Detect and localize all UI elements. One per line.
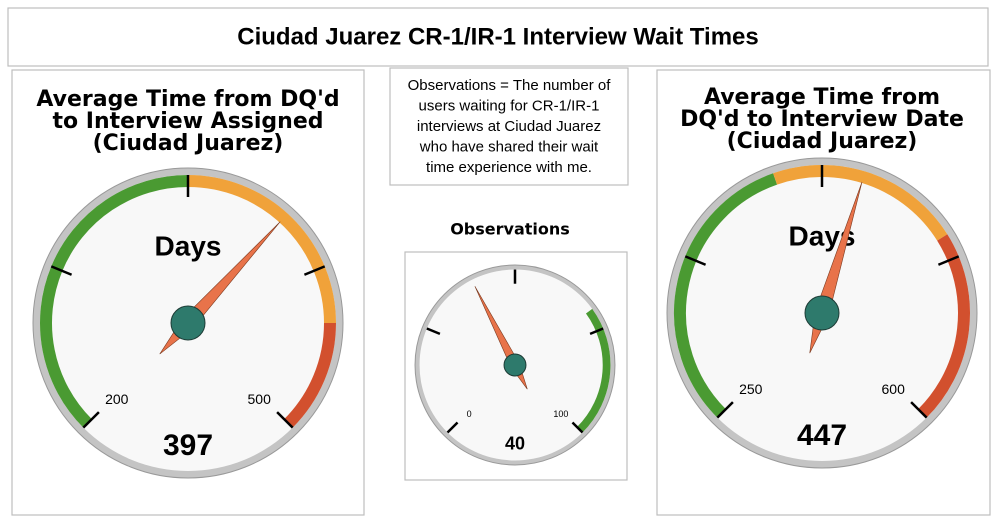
gauge-end-label: 500 bbox=[248, 391, 272, 407]
gauge-title: to Interview Assigned bbox=[52, 109, 323, 134]
gauge-end-label: 0 bbox=[467, 409, 472, 419]
gauge-value: 447 bbox=[797, 419, 847, 452]
gauge-tick bbox=[276, 411, 294, 429]
note-line: time experience with me. bbox=[426, 159, 592, 176]
note-line: interviews at Ciudad Juarez bbox=[417, 118, 601, 135]
note-line: who have shared their wait bbox=[419, 138, 599, 155]
gauge-end-label: 600 bbox=[882, 381, 906, 397]
gauge-end-label: 250 bbox=[739, 381, 763, 397]
gauge-tick bbox=[303, 265, 326, 276]
header-title: Ciudad Juarez CR-1/IR-1 Interview Wait T… bbox=[237, 23, 758, 50]
gauge-hub bbox=[503, 353, 527, 377]
gauge-title: DQ'd to Interview Date bbox=[680, 107, 964, 132]
gauge-band bbox=[918, 234, 970, 418]
gauge-unit: Days bbox=[155, 230, 222, 261]
gauge-title: Observations bbox=[450, 220, 570, 239]
gauge-tick bbox=[571, 421, 584, 434]
gauge-hub bbox=[170, 305, 206, 341]
gauge-band bbox=[284, 322, 336, 428]
gauge-title: (Ciudad Juarez) bbox=[93, 131, 284, 156]
note-line: Observations = The number of bbox=[408, 77, 612, 94]
gauge-title: Average Time from bbox=[704, 85, 940, 110]
note-line: users waiting for CR-1/IR-1 bbox=[419, 97, 600, 114]
gauge-hub bbox=[804, 295, 840, 331]
header-box bbox=[7, 7, 989, 67]
gauge-tick bbox=[910, 401, 928, 419]
gauge-band bbox=[773, 165, 948, 241]
gauge-value: 397 bbox=[163, 429, 213, 462]
gauge-title: (Ciudad Juarez) bbox=[727, 129, 918, 154]
gauge-band bbox=[187, 175, 336, 324]
gauge-tick bbox=[426, 327, 441, 336]
gauge-tick bbox=[50, 265, 73, 276]
gauge-tick bbox=[716, 401, 734, 419]
gauge-value: 40 bbox=[505, 434, 525, 454]
gauge-tick bbox=[589, 327, 604, 336]
gauge-tick bbox=[937, 255, 960, 266]
gauge-band bbox=[577, 308, 611, 433]
note-box bbox=[389, 67, 629, 186]
gauge-tick bbox=[82, 411, 100, 429]
gauge-title: Average Time from DQ'd bbox=[36, 87, 339, 112]
gauge-tick bbox=[684, 255, 707, 266]
gauge-band bbox=[674, 173, 778, 418]
gauge-end-label: 200 bbox=[105, 391, 129, 407]
gauge-tick bbox=[446, 421, 459, 434]
gauge-end-label: 100 bbox=[553, 409, 568, 419]
